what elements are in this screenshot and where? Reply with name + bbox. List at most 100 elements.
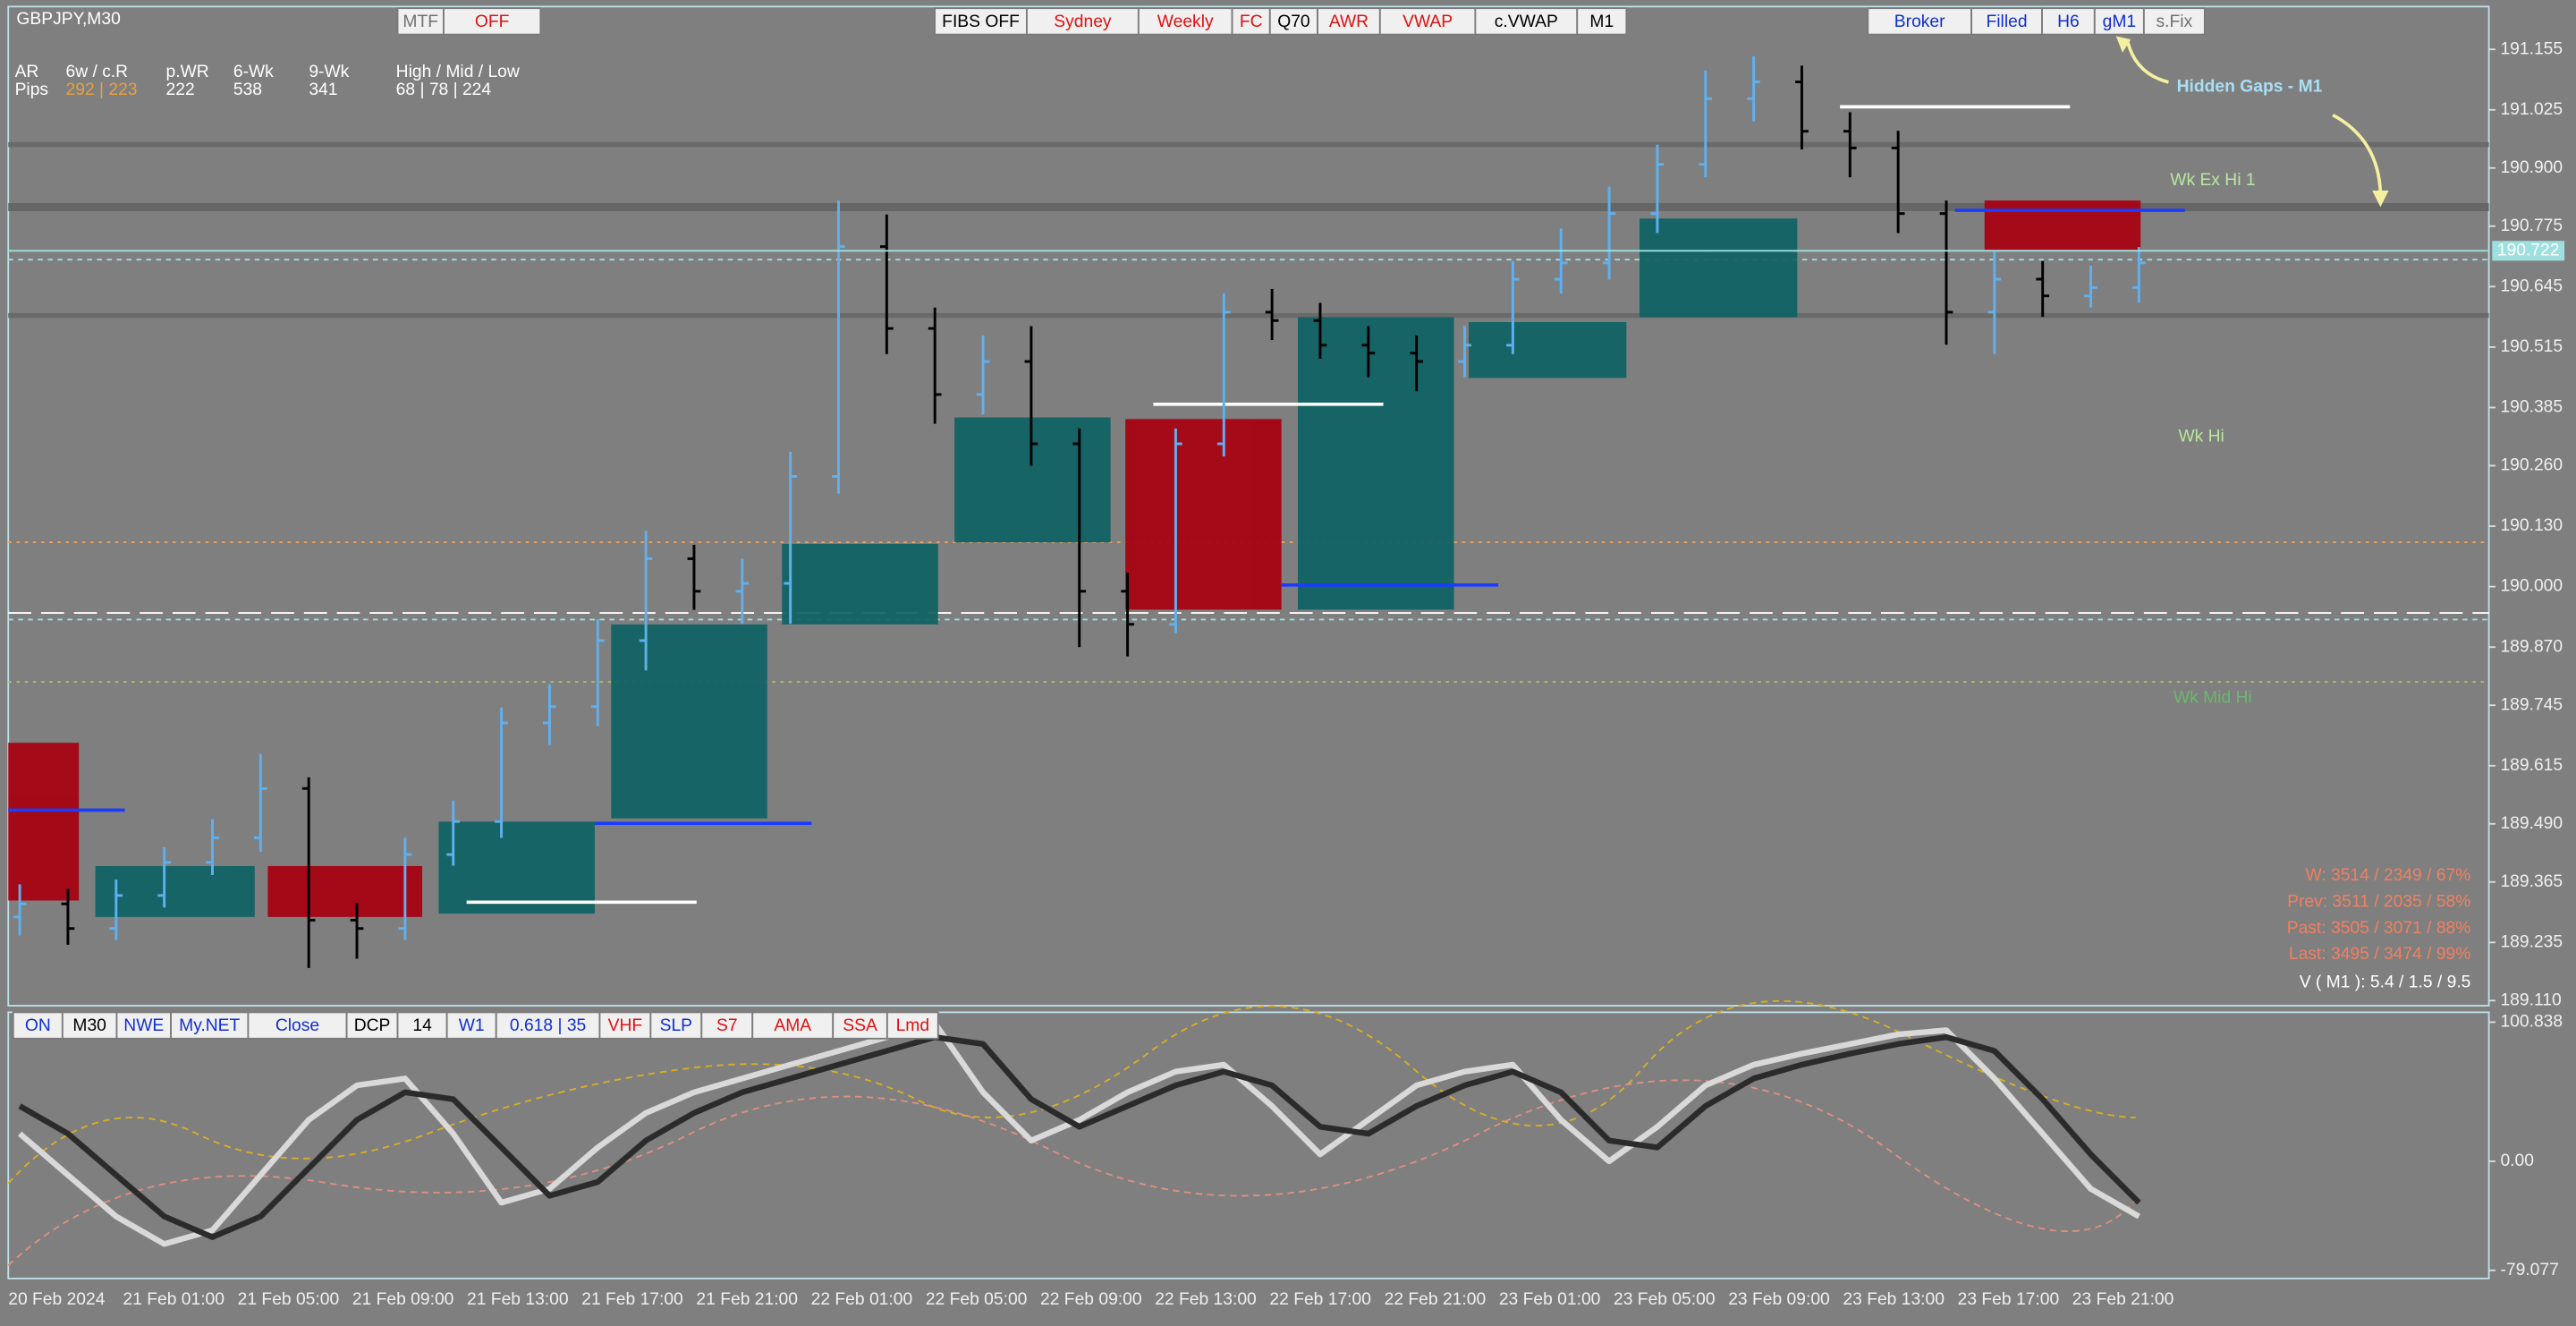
button-label[interactable]: W1: [459, 1016, 485, 1035]
button[interactable]: [832, 1011, 888, 1040]
stats-cell: Pips: [15, 81, 48, 99]
x-tick-label: 20 Feb 2024: [8, 1290, 105, 1309]
stats-cell: High / Mid / Low: [396, 63, 520, 81]
button-label[interactable]: SLP: [660, 1016, 692, 1035]
button[interactable]: [396, 7, 445, 36]
button[interactable]: [443, 7, 542, 36]
button-label[interactable]: FIBS OFF: [942, 13, 1020, 31]
stats-cell: 538: [233, 81, 262, 99]
button[interactable]: [12, 1011, 64, 1040]
button[interactable]: [1231, 7, 1271, 36]
button-label[interactable]: VHF: [608, 1016, 643, 1035]
box: [1298, 317, 1454, 610]
x-tick-label: 22 Feb 21:00: [1385, 1290, 1487, 1309]
button-label[interactable]: Weekly: [1157, 13, 1214, 31]
stats-cell: 292 | 223: [66, 81, 138, 99]
button[interactable]: [1026, 7, 1140, 36]
button-label[interactable]: Broker: [1894, 13, 1945, 31]
level-label: Wk Ex Hi 1: [2170, 171, 2255, 190]
box: [1984, 200, 2141, 251]
x-tick-label: 22 Feb 17:00: [1269, 1290, 1371, 1309]
y-tick-label: 190.645: [2500, 276, 2563, 295]
y-tick-label: 190.260: [2500, 456, 2563, 475]
button[interactable]: [61, 1011, 118, 1040]
box: [8, 743, 80, 901]
segments: [7, 36, 2389, 1266]
oscillator-panel: [7, 1011, 2490, 1279]
y-tick-label: 0.00: [2500, 1152, 2534, 1170]
button[interactable]: [1867, 7, 1972, 36]
box: [1469, 321, 1627, 378]
button[interactable]: [649, 1011, 703, 1040]
button-label[interactable]: s.Fix: [2157, 13, 2193, 31]
button-label[interactable]: VWAP: [1402, 13, 1453, 31]
main-panel: [7, 5, 2490, 1007]
button-label[interactable]: SSA: [843, 1016, 877, 1035]
button-label[interactable]: M30: [72, 1016, 106, 1035]
button-label[interactable]: Close: [275, 1016, 319, 1035]
osc-band: [7, 999, 2136, 1185]
x-tick-label: 23 Feb 01:00: [1499, 1290, 1601, 1309]
volatility: V ( M1 ): 5.4 / 1.5 / 9.5: [2300, 973, 2471, 991]
button-label[interactable]: M1: [1589, 13, 1614, 31]
button-label[interactable]: S7: [716, 1016, 738, 1035]
button[interactable]: [2142, 7, 2206, 36]
button[interactable]: [1137, 7, 1233, 36]
x-tick-label: 21 Feb 09:00: [352, 1290, 454, 1309]
x-tick-label: 21 Feb 21:00: [696, 1290, 798, 1309]
session-boxes: [8, 200, 2141, 917]
y-tick-label: 189.490: [2500, 814, 2563, 833]
button-label[interactable]: AMA: [774, 1016, 811, 1035]
button-label[interactable]: MTF: [402, 13, 438, 31]
arrow: [2332, 113, 2383, 194]
button-label[interactable]: DCP: [354, 1016, 391, 1035]
range-stat: Last: 3495 / 3474 / 99%: [2289, 945, 2471, 964]
button-label[interactable]: H6: [2057, 13, 2080, 31]
button-label[interactable]: OFF: [475, 13, 510, 31]
current-price-label: 190.722: [2497, 241, 2560, 259]
y-tick-label: 189.235: [2500, 932, 2563, 951]
oscillator-line: [18, 1033, 2141, 1240]
button-label[interactable]: gM1: [2103, 13, 2136, 31]
x-tick-label: 21 Feb 13:00: [467, 1290, 569, 1309]
button[interactable]: [345, 1011, 399, 1040]
button[interactable]: [2093, 7, 2145, 36]
button[interactable]: [1268, 7, 1318, 36]
stats-cell: 68 | 78 | 224: [396, 81, 492, 99]
button[interactable]: [115, 1011, 172, 1040]
y-tick-label: 190.775: [2500, 217, 2563, 235]
button[interactable]: [1474, 7, 1579, 36]
stats-cell: 6w / c.R: [66, 63, 129, 81]
button-label[interactable]: 14: [412, 1016, 432, 1035]
button-label[interactable]: NWE: [123, 1016, 164, 1035]
button-label[interactable]: My.NET: [179, 1016, 240, 1035]
button-label[interactable]: Filled: [1987, 13, 2028, 31]
button-label[interactable]: Q70: [1277, 13, 1309, 31]
button-label[interactable]: 0.618 | 35: [510, 1016, 586, 1035]
button[interactable]: [934, 7, 1028, 36]
x-tick-label: 21 Feb 05:00: [238, 1290, 340, 1309]
button-label[interactable]: Lmd: [896, 1016, 929, 1035]
button[interactable]: [2041, 7, 2096, 36]
button-label[interactable]: ON: [25, 1016, 51, 1035]
y-tick-label: -79.077: [2500, 1261, 2558, 1279]
button[interactable]: [1576, 7, 1628, 36]
button[interactable]: [445, 1011, 497, 1040]
chart-title: GBPJPY,M30: [16, 10, 120, 29]
y-tick-label: 191.025: [2500, 100, 2563, 119]
button[interactable]: [1317, 7, 1381, 36]
button[interactable]: [396, 1011, 448, 1040]
button[interactable]: [1378, 7, 1477, 36]
button-label[interactable]: FC: [1240, 13, 1263, 31]
button-label[interactable]: AWR: [1329, 13, 1368, 31]
button-label[interactable]: Sydney: [1054, 13, 1112, 31]
button[interactable]: [886, 1011, 939, 1040]
y-tick-label: 191.155: [2500, 39, 2563, 58]
box: [611, 624, 767, 819]
range-stat: Prev: 3511 / 2035 / 58%: [2287, 892, 2470, 911]
button-label[interactable]: c.VWAP: [1495, 13, 1558, 31]
button[interactable]: [751, 1011, 835, 1040]
arrow-head: [2115, 36, 2131, 53]
